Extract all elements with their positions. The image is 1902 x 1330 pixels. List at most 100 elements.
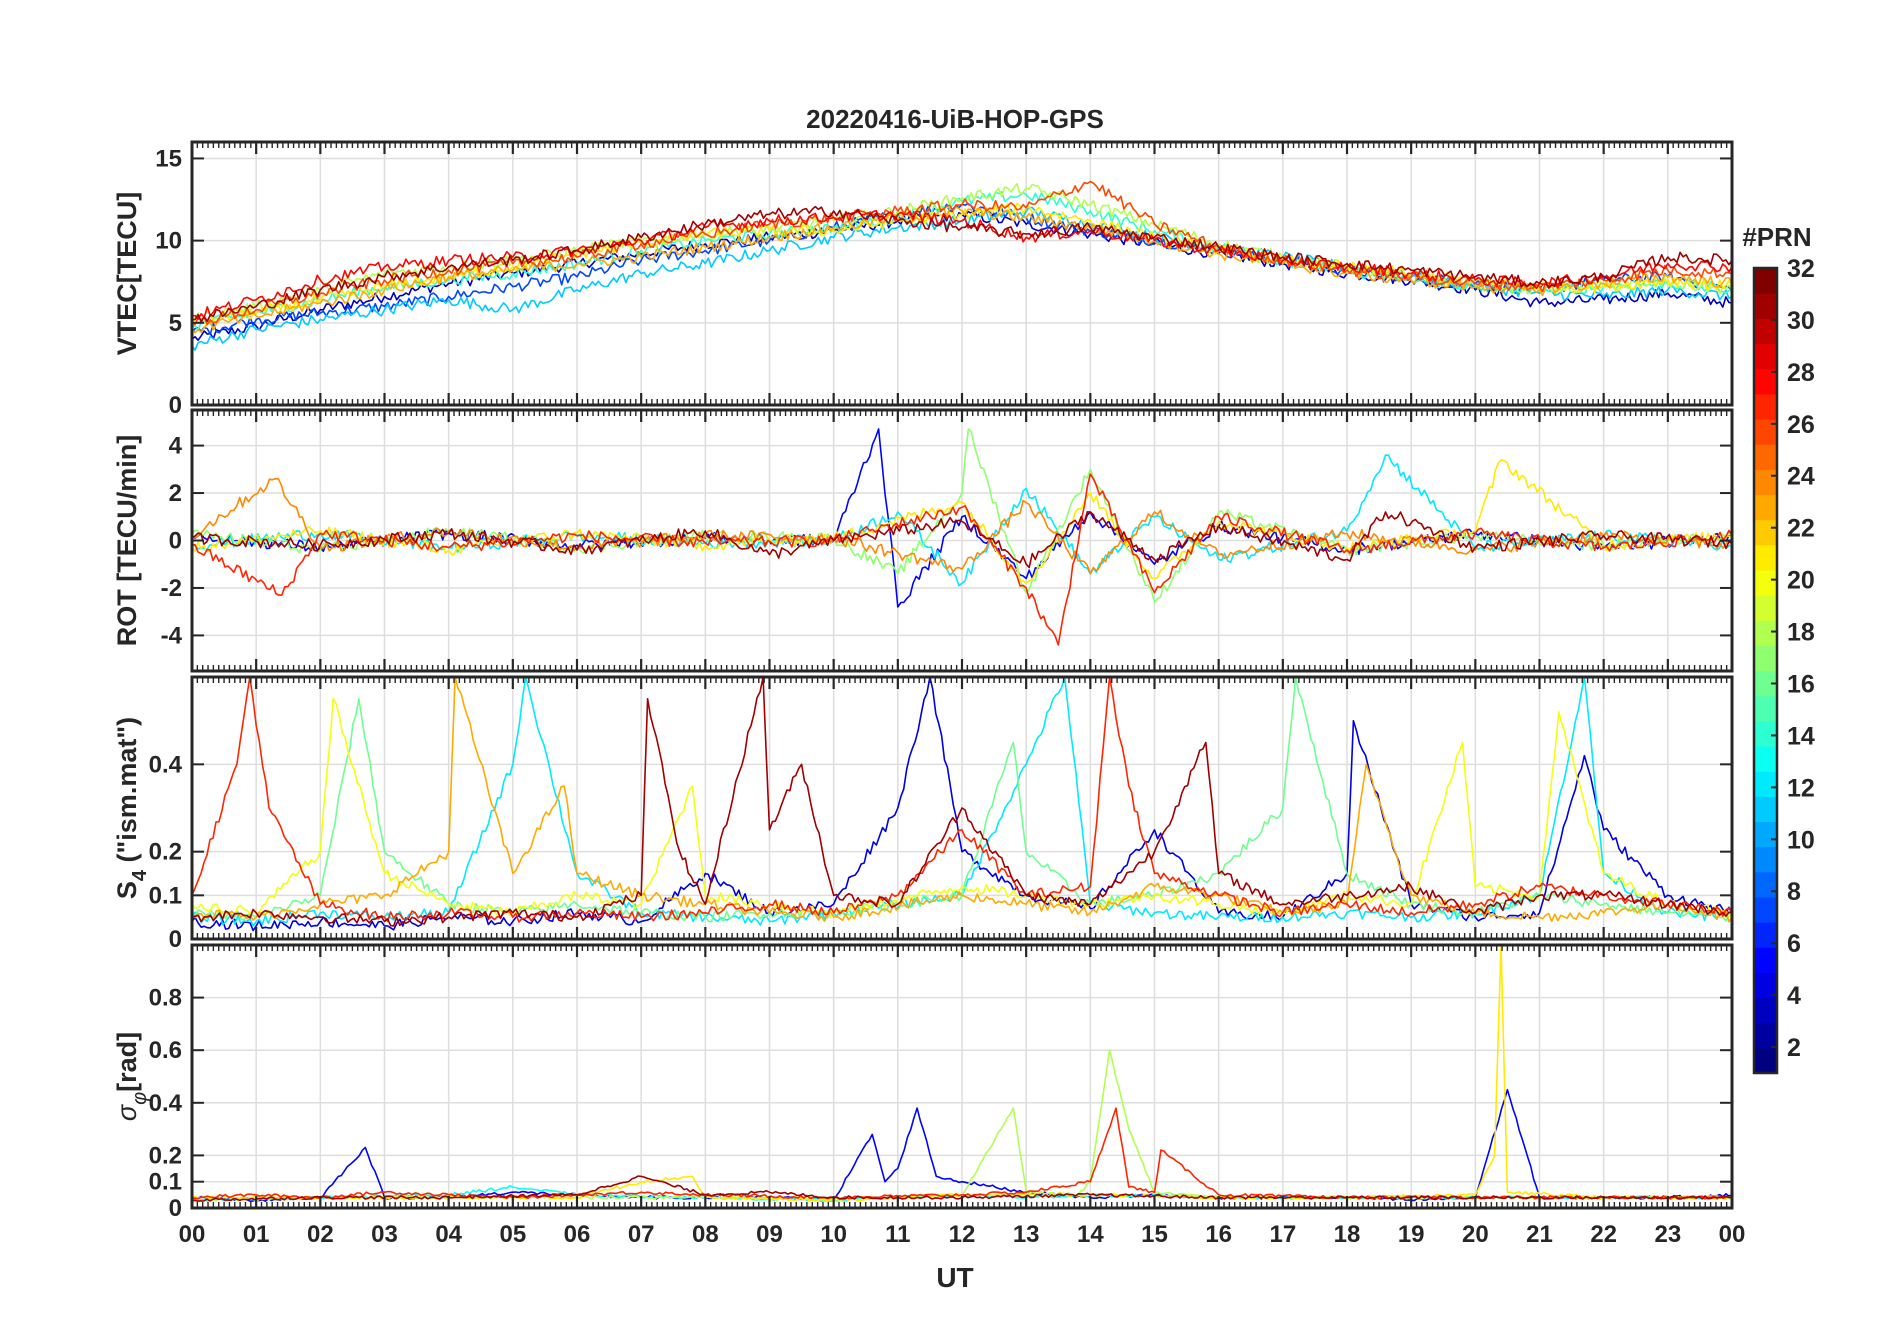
series-group (192, 180, 1732, 351)
series-group (192, 677, 1732, 932)
colorbar-band (1754, 695, 1777, 722)
colorbar-band (1754, 821, 1777, 848)
tick-marks (190, 410, 1734, 671)
x-tick-label: 15 (1141, 1221, 1168, 1248)
colorbar-band (1754, 796, 1777, 823)
colorbar-tick-label: 2 (1787, 1034, 1801, 1062)
colorbar-band (1754, 720, 1777, 747)
x-tick-label: 23 (1654, 1221, 1681, 1248)
y-tick-label: 0 (169, 926, 182, 953)
colorbar-band (1754, 418, 1777, 445)
x-tick-label: 05 (499, 1221, 526, 1248)
x-tick-label: 11 (885, 1221, 910, 1248)
colorbar-tick-label: 12 (1787, 774, 1815, 802)
x-tick-label: 00 (179, 1221, 206, 1248)
x-tick-label: 02 (307, 1221, 334, 1248)
y-axis-label: σφ[rad] (112, 1032, 151, 1121)
y-axis-label: ROT [TECU/min] (112, 435, 142, 646)
y-tick-label: 0 (169, 528, 182, 555)
series-line-prn-27 (192, 1107, 1732, 1200)
figure-title: 20220416-UiB-HOP-GPS (806, 104, 1104, 134)
colorbar-tick-label: 20 (1787, 567, 1815, 595)
colorbar-tick-label: 24 (1787, 463, 1815, 491)
colorbar-band (1754, 293, 1777, 319)
series-line-prn-27 (192, 677, 1732, 923)
series-line-prn-27 (192, 473, 1732, 646)
colorbar-band (1754, 444, 1777, 470)
colorbar-band (1754, 645, 1777, 672)
panel-4: 00.10.2 0.4 0.6 0.8 σφ[rad] (112, 943, 1734, 1222)
x-tick-labels: 00 01 02 03 04 05 06 07 08 09 10 11 12 13 14 15 16 17 18 19… (179, 1221, 1746, 1248)
series-line-prn-31 (192, 677, 1732, 927)
colorbar-title: #PRN (1742, 222, 1811, 252)
colorbar-band (1754, 569, 1777, 596)
tick-marks (190, 142, 1734, 406)
x-tick-label: 16 (1205, 1221, 1232, 1248)
y-tick-label: -2 (161, 575, 182, 602)
colorbar-band (1754, 1022, 1777, 1049)
panel-1: 0 5 10 15 VTEC[TECU] (112, 140, 1734, 419)
panel-2: -4 -2 0 2 4 ROT [TECU/min] (112, 408, 1734, 673)
series-group (192, 428, 1732, 646)
series-line-prn-24 (192, 477, 1732, 575)
y-tick-label: -4 (161, 622, 183, 649)
colorbar-tick-label: 22 (1787, 515, 1815, 543)
y-tick-label: 15 (155, 145, 182, 172)
y-tick-label: 0.1 (149, 1169, 182, 1196)
x-tick-label: 14 (1077, 1221, 1104, 1248)
colorbar-band (1754, 947, 1777, 973)
colorbar-band (1754, 922, 1777, 948)
y-tick-label: 0.2 (149, 839, 182, 866)
colorbar-band (1754, 670, 1777, 697)
x-tick-label: 00 (1719, 1221, 1746, 1248)
y-tick-label: 0.2 (149, 1142, 182, 1169)
y-tick-label: 0.1 (149, 882, 182, 909)
tick-marks (190, 677, 1734, 940)
x-tick-label: 21 (1526, 1221, 1553, 1248)
colorbar-band (1754, 896, 1777, 923)
colorbar-tick-label: 26 (1787, 411, 1815, 439)
series-line-prn-20 (192, 698, 1732, 919)
series-line-prn-31 (192, 205, 1732, 323)
colorbar-band (1754, 745, 1777, 772)
y-tick-label: 0.8 (149, 985, 182, 1012)
panel-3: 0 0.1 0.2 0.4S4 ("ism.mat") (112, 675, 1734, 953)
colorbar-band (1754, 343, 1777, 370)
colorbar-tick-label: 28 (1787, 359, 1815, 387)
y-tick-label: 0.4 (149, 751, 183, 778)
tick-marks (190, 945, 1734, 1209)
y-axis-label: S4 ("ism.mat") (112, 717, 151, 899)
y-tick-label: 5 (169, 310, 182, 337)
y-tick-label: 0.4 (149, 1090, 183, 1117)
colorbar-tick-label: 10 (1787, 826, 1815, 854)
colorbar-band (1754, 871, 1777, 898)
colorbar-tick-label: 16 (1787, 670, 1815, 698)
x-tick-label: 13 (1013, 1221, 1040, 1248)
colorbar-tick-label: 14 (1787, 722, 1815, 750)
x-tick-label: 19 (1398, 1221, 1425, 1248)
x-tick-label: 08 (692, 1221, 719, 1248)
x-tick-label: 10 (820, 1221, 847, 1248)
colorbar-frame (1752, 266, 1779, 1075)
y-tick-label: 0 (169, 392, 182, 419)
x-tick-label: 07 (628, 1221, 655, 1248)
colorbar-tick-label: 8 (1787, 878, 1801, 906)
colorbar-band (1754, 544, 1777, 571)
x-tick-label: 17 (1269, 1221, 1296, 1248)
y-tick-label: 10 (155, 228, 182, 255)
colorbar-tick-label: 18 (1787, 619, 1815, 647)
colorbar-band (1754, 318, 1777, 345)
y-tick-label: 2 (169, 480, 182, 507)
y-tick-label: 0 (169, 1195, 182, 1222)
colorbar-band (1754, 1047, 1777, 1074)
series-line-prn-26 (192, 180, 1732, 326)
colorbar-band (1754, 620, 1777, 646)
colorbar-band (1754, 997, 1777, 1024)
x-axis-label: UT (936, 1262, 973, 1293)
colorbar-tick-label: 6 (1787, 930, 1801, 958)
x-tick-label: 09 (756, 1221, 783, 1248)
x-tick-label: 03 (371, 1221, 398, 1248)
